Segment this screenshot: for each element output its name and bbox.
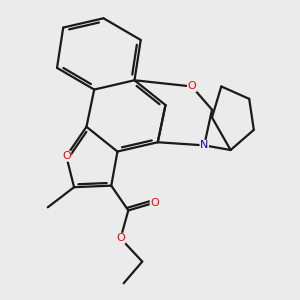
Text: O: O	[62, 151, 71, 161]
Text: O: O	[116, 233, 125, 243]
Text: O: O	[150, 198, 159, 208]
Text: N: N	[200, 140, 208, 150]
Text: O: O	[188, 82, 196, 92]
